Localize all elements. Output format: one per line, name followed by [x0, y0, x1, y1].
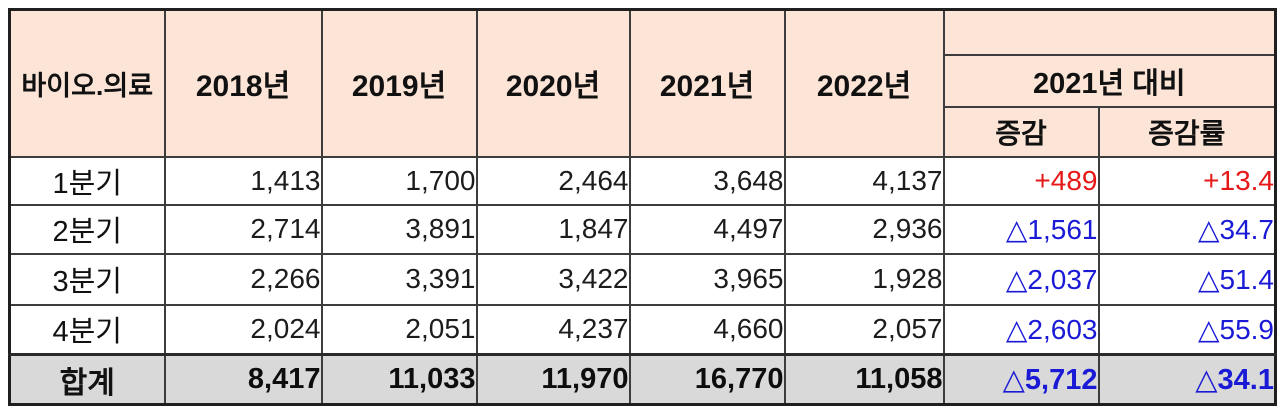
table-row-q2: 2분기 2,714 3,891 1,847 4,497 2,936 △1,561…: [8, 203, 1277, 255]
total-row-label: 합계: [8, 353, 166, 406]
change-cell: △2,603: [942, 303, 1100, 356]
value-cell: 4,497: [628, 203, 786, 255]
column-header-2018: 2018년: [163, 8, 323, 158]
total-value-cell: 11,058: [783, 353, 945, 406]
quarterly-data-table-wrap: 바이오.의료 2018년 2019년 2020년 2021년 2022년 202…: [8, 8, 1277, 406]
compare-group-header: 2021년 대비: [942, 53, 1277, 108]
column-header-2020: 2020년: [475, 8, 631, 158]
value-cell: 3,965: [628, 252, 786, 306]
change-rate-cell: +13.4: [1097, 155, 1277, 206]
value-cell: 1,700: [320, 155, 478, 206]
value-cell: 4,137: [783, 155, 945, 206]
total-value-cell: 8,417: [163, 353, 323, 406]
column-header-2019: 2019년: [320, 8, 478, 158]
value-cell: 2,024: [163, 303, 323, 356]
value-cell: 2,266: [163, 252, 323, 306]
value-cell: 4,660: [628, 303, 786, 356]
total-value-cell: 11,033: [320, 353, 478, 406]
table-row-q3: 3분기 2,266 3,391 3,422 3,965 1,928 △2,037…: [8, 252, 1277, 306]
value-cell: 2,051: [320, 303, 478, 356]
value-cell: 1,847: [475, 203, 631, 255]
change-rate-cell: △51.4: [1097, 252, 1277, 306]
row-label: 4분기: [8, 303, 166, 356]
change-rate-cell: △34.7: [1097, 203, 1277, 255]
row-label: 2분기: [8, 203, 166, 255]
value-cell: 2,464: [475, 155, 631, 206]
change-cell: △2,037: [942, 252, 1100, 306]
value-cell: 3,891: [320, 203, 478, 255]
table-row-q4: 4분기 2,024 2,051 4,237 4,660 2,057 △2,603…: [8, 303, 1277, 356]
change-cell: △1,561: [942, 203, 1100, 255]
total-change-rate-cell: △34.1: [1097, 353, 1277, 406]
header-spacer-cell: [942, 8, 1277, 56]
column-header-2022: 2022년: [783, 8, 945, 158]
header-row-3: 증감 증감률: [10, 105, 1277, 158]
value-cell: 4,237: [475, 303, 631, 356]
value-cell: 3,648: [628, 155, 786, 206]
corner-header-cell: 바이오.의료: [8, 8, 166, 158]
column-header-change: 증감: [942, 105, 1100, 158]
value-cell: 2,057: [783, 303, 945, 356]
value-cell: 2,714: [163, 203, 323, 255]
table-row-total: 합계 8,417 11,033 11,970 16,770 11,058 △5,…: [8, 353, 1277, 406]
total-change-cell: △5,712: [942, 353, 1100, 406]
value-cell: 1,413: [163, 155, 323, 206]
change-rate-cell: △55.9: [1097, 303, 1277, 356]
header-row-1: 바이오.의료 2018년 2019년 2020년 2021년 2022년: [8, 8, 1277, 158]
column-header-2021: 2021년: [628, 8, 786, 158]
row-label: 1분기: [8, 155, 166, 206]
total-value-cell: 16,770: [628, 353, 786, 406]
header-row-2: 2021년 대비: [10, 53, 1277, 108]
change-cell: +489: [942, 155, 1100, 206]
value-cell: 3,391: [320, 252, 478, 306]
row-label: 3분기: [8, 252, 166, 306]
value-cell: 2,936: [783, 203, 945, 255]
column-header-change-rate: 증감률: [1097, 105, 1277, 158]
table-row-q1: 1분기 1,413 1,700 2,464 3,648 4,137 +489 +…: [8, 155, 1277, 206]
value-cell: 1,928: [783, 252, 945, 306]
total-value-cell: 11,970: [475, 353, 631, 406]
quarterly-data-table: 바이오.의료 2018년 2019년 2020년 2021년 2022년 202…: [8, 8, 1277, 406]
value-cell: 3,422: [475, 252, 631, 306]
